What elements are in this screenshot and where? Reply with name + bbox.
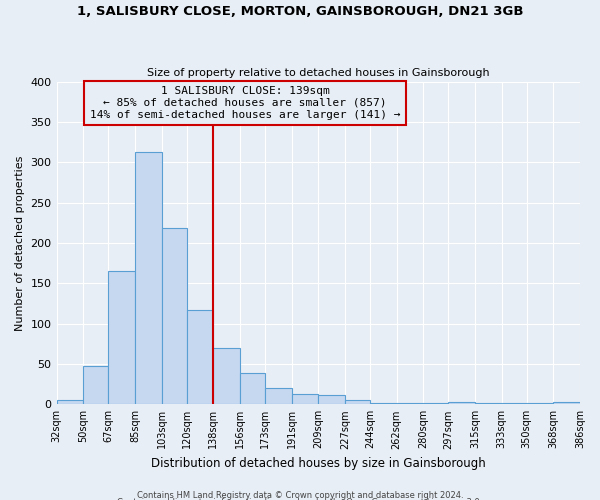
X-axis label: Distribution of detached houses by size in Gainsborough: Distribution of detached houses by size … (151, 457, 485, 470)
Text: Contains HM Land Registry data © Crown copyright and database right 2024.: Contains HM Land Registry data © Crown c… (137, 490, 463, 500)
Bar (161, 228, 187, 404)
Bar (213, 348, 240, 405)
Title: Size of property relative to detached houses in Gainsborough: Size of property relative to detached ho… (147, 68, 490, 78)
Bar (187, 310, 213, 404)
Bar (318, 394, 345, 404)
Y-axis label: Number of detached properties: Number of detached properties (15, 155, 25, 330)
Bar (292, 394, 318, 404)
Bar (135, 152, 161, 405)
Bar (56, 400, 83, 404)
Bar (448, 402, 475, 404)
Bar (370, 402, 397, 404)
Text: 1, SALISBURY CLOSE, MORTON, GAINSBOROUGH, DN21 3GB: 1, SALISBURY CLOSE, MORTON, GAINSBOROUGH… (77, 5, 523, 18)
Bar (108, 271, 135, 404)
Bar (240, 373, 265, 404)
Bar (83, 366, 108, 405)
Bar (553, 402, 580, 404)
Bar (265, 388, 292, 404)
Text: 1 SALISBURY CLOSE: 139sqm
← 85% of detached houses are smaller (857)
14% of semi: 1 SALISBURY CLOSE: 139sqm ← 85% of detac… (90, 86, 400, 120)
Bar (345, 400, 370, 404)
Bar (423, 402, 448, 404)
Bar (397, 402, 423, 404)
Text: Contains public sector information licensed under the Open Government Licence v3: Contains public sector information licen… (118, 498, 482, 500)
